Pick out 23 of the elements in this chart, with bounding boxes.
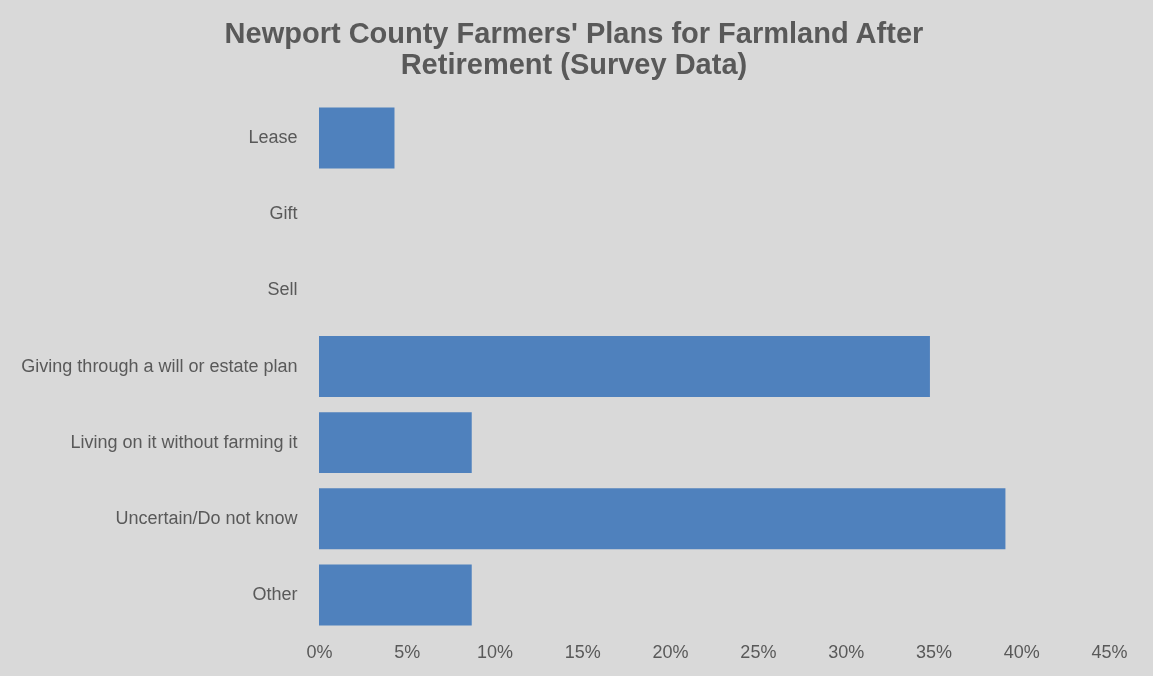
- x-tick-label: 15%: [564, 641, 601, 662]
- bar: [319, 564, 472, 626]
- y-tick-label: Other: [252, 583, 298, 604]
- x-tick-label: 35%: [915, 641, 952, 662]
- x-tick-label: 20%: [652, 641, 689, 662]
- x-tick-label: 30%: [828, 641, 865, 662]
- y-tick-label: Living on it without farming it: [70, 431, 298, 452]
- x-tick-label: 5%: [394, 641, 421, 662]
- x-tick-label: 45%: [1091, 641, 1128, 662]
- x-tick-label: 0%: [306, 641, 333, 662]
- chart-title: Newport County Farmers' Plans for Farmland After Retirement (Survey Data): [224, 17, 924, 80]
- x-tick-label: 10%: [477, 641, 514, 662]
- bar: [319, 107, 395, 169]
- y-tick-label: Giving through a will or estate plan: [21, 355, 298, 376]
- bar: [319, 412, 472, 474]
- y-tick-label: Lease: [248, 127, 298, 148]
- bar: [319, 488, 1006, 550]
- x-tick-label: 25%: [740, 641, 777, 662]
- bar: [319, 336, 930, 397]
- y-tick-label: Sell: [267, 279, 298, 300]
- y-tick-label: Uncertain/Do not know: [115, 507, 299, 528]
- x-tick-label: 40%: [1003, 641, 1040, 662]
- y-tick-label: Gift: [269, 203, 298, 224]
